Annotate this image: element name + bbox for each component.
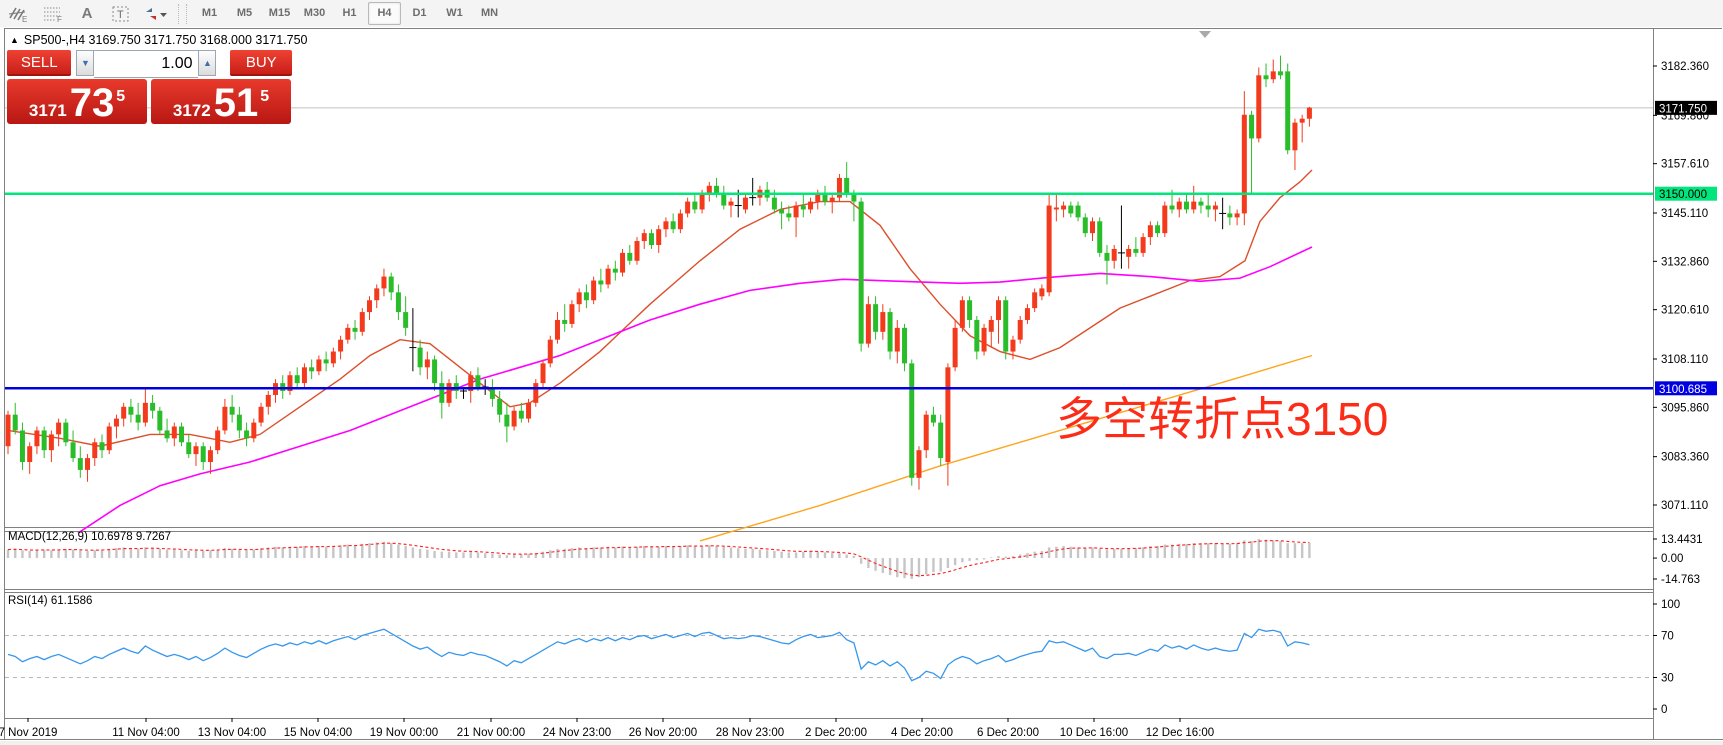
timeframe-button-MN[interactable]: MN	[480, 7, 499, 19]
text-box-icon[interactable]: T	[106, 3, 136, 25]
toolbar-separator	[178, 3, 187, 24]
rsi-label: RSI(14) 61.1586	[8, 595, 93, 607]
fast-ma	[7, 169, 1313, 447]
buy-button[interactable]: BUY	[230, 50, 292, 76]
svg-text:0.00: 0.00	[1661, 553, 1683, 565]
chart-shift-marker-icon	[1199, 31, 1211, 38]
timeframe-button-M15[interactable]: M15	[268, 7, 291, 19]
svg-text:4 Dec 20:00: 4 Dec 20:00	[891, 727, 953, 739]
svg-text:2 Dec 20:00: 2 Dec 20:00	[805, 727, 867, 739]
svg-text:3182.360: 3182.360	[1661, 61, 1709, 73]
macd-label: MACD(12,26,9) 10.6978 9.7267	[8, 531, 172, 543]
svg-text:70: 70	[1661, 631, 1674, 643]
chart-title: ▲ SP500-,H4 3169.750 3171.750 3168.000 31…	[10, 33, 308, 47]
svg-text:3171.750: 3171.750	[1659, 103, 1707, 115]
svg-text:10 Dec 16:00: 10 Dec 16:00	[1060, 727, 1128, 739]
svg-text:T: T	[117, 9, 124, 21]
svg-text:F: F	[57, 15, 62, 23]
svg-text:6 Dec 20:00: 6 Dec 20:00	[977, 727, 1039, 739]
volume-increase-button[interactable]: ▲	[198, 50, 217, 76]
timeframe-buttons: M1 M5 M15 M30 H1 H4 D1 W1 MN	[192, 2, 507, 25]
svg-text:11 Nov 04:00: 11 Nov 04:00	[112, 727, 180, 739]
svg-text:13.4431: 13.4431	[1661, 534, 1703, 546]
svg-text:3071.110: 3071.110	[1661, 500, 1708, 512]
svg-text:3157.610: 3157.610	[1661, 159, 1709, 171]
sell-price-sup: 5	[116, 88, 126, 105]
arrows-icon[interactable]	[140, 3, 170, 25]
timeframe-button-M30[interactable]: M30	[303, 7, 326, 19]
date-axis: 7 Nov 2019 11 Nov 04:00 13 Nov 04:00 15 Nov…	[0, 718, 1214, 739]
svg-text:3120.610: 3120.610	[1661, 305, 1709, 317]
macd-panel: 13.4431 0.00 -14.763	[6, 534, 1703, 586]
svg-text:19 Nov 00:00: 19 Nov 00:00	[370, 727, 438, 739]
svg-text:26 Nov 20:00: 26 Nov 20:00	[629, 727, 697, 739]
svg-text:30: 30	[1661, 673, 1674, 685]
svg-text:3108.110: 3108.110	[1661, 354, 1708, 366]
candles	[5, 55, 1312, 490]
current-price-badge	[1655, 100, 1717, 115]
svg-text:13 Nov 04:00: 13 Nov 04:00	[198, 727, 266, 739]
chart-canvas[interactable]: 3182.3603169.8603157.6103145.1103132.860…	[0, 27, 1723, 745]
sell-price-big: 73	[69, 81, 115, 125]
sell-price-small: 3171	[28, 101, 67, 120]
svg-text:7 Nov 2019: 7 Nov 2019	[0, 727, 57, 739]
buy-price[interactable]: 3172 51 5	[151, 79, 291, 124]
svg-text:21 Nov 00:00: 21 Nov 00:00	[457, 727, 525, 739]
svg-text:E: E	[22, 15, 27, 23]
svg-text:3083.360: 3083.360	[1661, 452, 1709, 464]
timeframe-button-H1[interactable]: H1	[342, 7, 357, 19]
volume-input[interactable]	[94, 50, 199, 78]
svg-text:0: 0	[1661, 704, 1667, 716]
timeframe-button-D1[interactable]: D1	[412, 7, 427, 19]
svg-text:15 Nov 04:00: 15 Nov 04:00	[284, 727, 352, 739]
svg-text:24 Nov 23:00: 24 Nov 23:00	[543, 727, 611, 739]
timeframe-button-H4[interactable]: H4	[368, 2, 401, 25]
sell-price[interactable]: 3171 73 5	[7, 79, 147, 124]
svg-text:3150.000: 3150.000	[1659, 189, 1707, 201]
buy-price-small: 3172	[172, 101, 211, 120]
svg-text:28 Nov 23:00: 28 Nov 23:00	[716, 727, 784, 739]
collapse-triangle-icon[interactable]: ▲	[10, 35, 19, 45]
grid-icon[interactable]: F	[38, 3, 68, 25]
svg-text:-14.763: -14.763	[1661, 574, 1700, 586]
volume-stepper: ▼ ▲	[76, 50, 217, 78]
svg-text:3132.860: 3132.860	[1661, 256, 1709, 268]
svg-text:3100.685: 3100.685	[1659, 384, 1707, 396]
sell-button[interactable]: SELL	[7, 50, 72, 76]
svg-text:100: 100	[1661, 599, 1680, 611]
timeframe-button-W1[interactable]: W1	[446, 7, 463, 19]
timeframe-button-M1[interactable]: M1	[201, 7, 218, 19]
rsi-line	[7, 628, 1310, 682]
chart-annotation-text: 多空转折点3150	[1056, 393, 1389, 445]
text-label-icon[interactable]: A	[81, 5, 93, 22]
svg-text:12 Dec 16:00: 12 Dec 16:00	[1146, 727, 1214, 739]
rsi-panel: 100 70 30 0	[5, 599, 1680, 716]
timeframe-button-M5[interactable]: M5	[236, 7, 253, 19]
buy-price-big: 51	[213, 81, 259, 125]
volume-decrease-button[interactable]: ▼	[76, 50, 95, 76]
toolbar: E F A T M1 M5 M15 M30 H1 H4	[0, 0, 1723, 28]
indicators-icon[interactable]: E	[4, 3, 34, 25]
svg-text:3095.860: 3095.860	[1661, 402, 1709, 414]
mid-ma	[77, 246, 1313, 534]
svg-text:3145.110: 3145.110	[1661, 208, 1708, 220]
buy-price-sup: 5	[260, 88, 270, 105]
